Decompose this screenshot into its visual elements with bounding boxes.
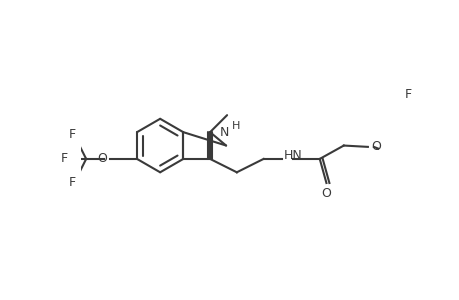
- Text: O: O: [97, 152, 107, 165]
- Text: F: F: [69, 176, 76, 190]
- Text: F: F: [61, 152, 68, 165]
- Text: O: O: [370, 140, 380, 153]
- Text: N: N: [219, 126, 229, 139]
- Text: H: H: [231, 121, 239, 131]
- Text: F: F: [403, 88, 411, 101]
- Text: HN: HN: [283, 149, 302, 162]
- Text: F: F: [69, 128, 76, 141]
- Text: O: O: [321, 188, 330, 200]
